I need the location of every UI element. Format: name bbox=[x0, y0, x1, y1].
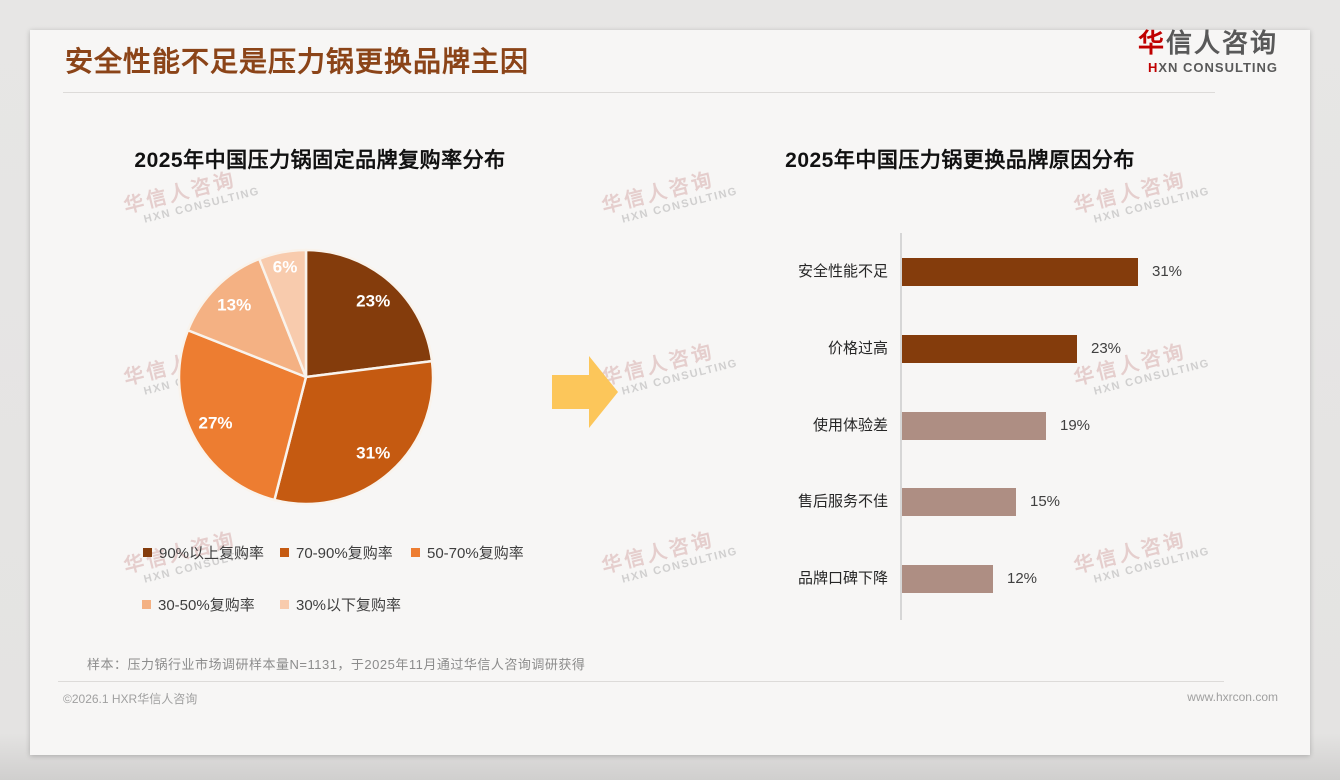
bar-value-label: 15% bbox=[1030, 493, 1061, 510]
bar-1 bbox=[902, 335, 1077, 363]
bar-chart-axis bbox=[900, 233, 902, 620]
title-divider bbox=[63, 92, 1215, 93]
pie-chart-svg: 23% 31% 27% 13% 6% bbox=[177, 248, 435, 506]
legend-swatch bbox=[280, 547, 289, 557]
footer-website: www.hxrcon.com bbox=[1187, 690, 1278, 704]
legend-swatch bbox=[411, 547, 420, 557]
footer-copyright: ©2026.1 HXR华信人咨询 bbox=[63, 692, 198, 706]
legend-item: 30%以下复购率 bbox=[280, 596, 402, 614]
pie-chart-title: 2025年中国压力锅固定品牌复购率分布 bbox=[134, 149, 506, 172]
legend-item: 70-90%复购率 bbox=[280, 544, 393, 562]
pie-chart: 23% 31% 27% 13% 6% bbox=[176, 247, 436, 507]
legend-label: 50-70%复购率 bbox=[427, 544, 524, 562]
logo-chinese-name: 华信人咨询 bbox=[1137, 28, 1278, 58]
bar-0 bbox=[902, 258, 1138, 286]
company-logo: 华信人咨询 HXN CONSULTING bbox=[1138, 30, 1278, 74]
bar-chart-title: 2025年中国压力锅更换品牌原因分布 bbox=[785, 149, 1135, 172]
page-title: 安全性能不足是压力锅更换品牌主因 bbox=[65, 46, 530, 77]
legend-item: 50-70%复购率 bbox=[411, 544, 524, 562]
pie-data-label: 31% bbox=[356, 444, 390, 463]
bar-value-label: 19% bbox=[1060, 417, 1091, 434]
right-arrow-icon bbox=[552, 356, 618, 428]
sample-footnote: 样本：压力锅行业市场调研样本量N=1131，于2025年11月通过华信人咨询调研… bbox=[87, 657, 586, 672]
legend-label: 30%以下复购率 bbox=[296, 596, 402, 614]
legend-label: 30-50%复购率 bbox=[158, 596, 255, 614]
pie-data-label: 27% bbox=[198, 414, 232, 433]
legend-item: 30-50%复购率 bbox=[142, 596, 255, 614]
pie-slice-3 bbox=[186, 257, 308, 379]
legend-item: 90%以上复购率 bbox=[143, 544, 265, 562]
logo-english-name: HXN CONSULTING bbox=[1147, 60, 1278, 75]
footer-divider bbox=[58, 681, 1224, 682]
pie-slice-0 bbox=[304, 248, 434, 379]
pie-slice-2 bbox=[177, 329, 308, 502]
pie-data-label: 13% bbox=[217, 296, 251, 315]
bar-category-label: 使用体验差 bbox=[812, 417, 888, 434]
pie-data-label: 23% bbox=[356, 291, 390, 310]
bar-4 bbox=[902, 565, 993, 593]
legend-swatch bbox=[142, 599, 151, 609]
legend-label: 70-90%复购率 bbox=[296, 544, 393, 562]
legend-swatch bbox=[280, 599, 289, 609]
bar-category-label: 品牌口碑下降 bbox=[797, 570, 888, 587]
bar-value-label: 23% bbox=[1091, 340, 1122, 357]
pie-slice-1 bbox=[273, 359, 435, 506]
legend-label: 90%以上复购率 bbox=[159, 544, 265, 562]
bar-2 bbox=[902, 412, 1046, 440]
bar-3 bbox=[902, 488, 1016, 516]
bar-category-label: 售后服务不佳 bbox=[797, 493, 888, 510]
bar-category-label: 安全性能不足 bbox=[797, 263, 888, 280]
legend-swatch bbox=[143, 547, 152, 557]
bar-value-label: 12% bbox=[1007, 570, 1038, 587]
bar-value-label: 31% bbox=[1152, 263, 1183, 280]
pie-data-label: 6% bbox=[273, 258, 298, 277]
pie-slice-4 bbox=[258, 248, 308, 379]
bar-chart: 安全性能不足 31% 价格过高 23% 使用体验差 19% 售后服务不佳 15% 品牌口碑下降 1… bbox=[640, 228, 1260, 626]
bar-category-label: 价格过高 bbox=[827, 340, 888, 357]
